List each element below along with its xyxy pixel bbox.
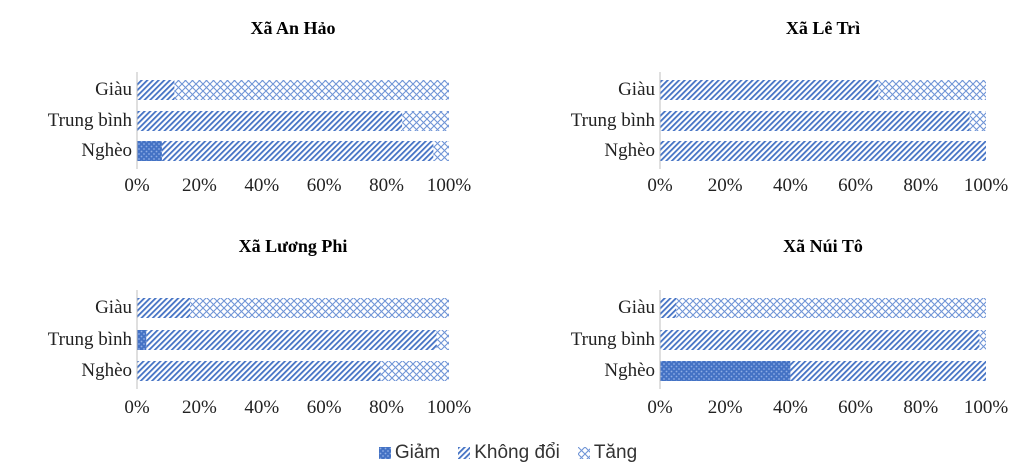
category-label-ngheo: Nghèo	[604, 360, 655, 381]
category-label-trung-binh: Trung bình	[571, 110, 656, 131]
category-label-trung-binh: Trung bình	[48, 329, 133, 350]
chart-panel-xa-an-hao: Xã An Hảo Giàu Trung bình Nghèo 0% 20% 40% 60% 8…	[48, 18, 472, 196]
bar-tang-giau	[190, 298, 450, 318]
tick-label: 100%	[964, 175, 1009, 196]
bar-tang-giau	[676, 298, 986, 318]
bar-tang-giau	[174, 80, 449, 100]
legend-item-khong-doi: Không đổi	[458, 442, 560, 464]
bar-giam-trung-binh	[137, 330, 147, 350]
legend-swatch-tang	[577, 447, 590, 459]
tick-label: 20%	[182, 175, 217, 196]
tick-label: 0%	[647, 175, 673, 196]
legend-swatch-khong-doi	[458, 447, 471, 459]
bar-khong-doi-trung-binh	[660, 111, 970, 131]
bar-tang-trung-binh	[969, 111, 986, 131]
bar-giam-ngheo	[660, 361, 791, 381]
bar-khong-doi-giau	[660, 80, 879, 100]
tick-label: 20%	[708, 175, 743, 196]
category-label-giau: Giàu	[95, 297, 132, 318]
bar-khong-doi-giau	[137, 298, 191, 318]
bar-khong-doi-trung-binh	[146, 330, 437, 350]
chart-title: Xã Núi Tô	[783, 236, 863, 256]
bar-khong-doi-trung-binh	[137, 111, 403, 131]
tick-label: 80%	[903, 397, 938, 418]
chart-legend: Giảm Không đổi Tăng	[0, 440, 1016, 466]
category-label-trung-binh: Trung bình	[48, 110, 133, 131]
category-label-giau: Giàu	[618, 79, 655, 100]
bar-tang-trung-binh	[402, 111, 449, 131]
tick-label: 20%	[708, 397, 743, 418]
tick-label: 60%	[838, 397, 873, 418]
tick-label: 40%	[244, 175, 279, 196]
chart-title: Xã Lương Phi	[239, 236, 348, 256]
chart-panel-xa-nui-to: Xã Núi Tô Giàu Trung bình Nghèo 0% 20% 40% 60% 8…	[571, 236, 1009, 418]
tick-label: 40%	[244, 397, 279, 418]
bar-tang-trung-binh	[436, 330, 449, 350]
legend-item-giam: Giảm	[378, 442, 441, 464]
tick-label: 0%	[124, 175, 150, 196]
tick-label: 100%	[427, 175, 472, 196]
legend-swatch-giam	[378, 447, 391, 459]
tick-label: 80%	[903, 175, 938, 196]
bar-khong-doi-ngheo	[660, 141, 986, 161]
category-label-trung-binh: Trung bình	[571, 329, 656, 350]
bar-khong-doi-giau	[137, 80, 175, 100]
legend-label-tang: Tăng	[593, 442, 638, 463]
legend-label-giam: Giảm	[394, 442, 441, 463]
tick-label: 60%	[838, 175, 873, 196]
tick-label: 80%	[369, 397, 404, 418]
chart-title: Xã Lê Trì	[786, 18, 860, 38]
tick-label: 60%	[307, 397, 342, 418]
tick-label: 40%	[773, 397, 808, 418]
legend-label-khong-doi: Không đổi	[474, 442, 560, 463]
bar-khong-doi-ngheo	[137, 361, 381, 381]
bar-khong-doi-ngheo	[790, 361, 986, 381]
tick-label: 60%	[307, 175, 342, 196]
category-label-giau: Giàu	[618, 297, 655, 318]
category-label-ngheo: Nghèo	[604, 140, 655, 161]
chart-panel-xa-luong-phi: Xã Lương Phi Giàu Trung bình Nghèo 0% 20% 40% 6…	[48, 236, 472, 418]
tick-label: 0%	[124, 397, 150, 418]
bar-tang-giau	[878, 80, 986, 100]
legend-item-tang: Tăng	[577, 442, 638, 464]
tick-label: 40%	[773, 175, 808, 196]
chart-title: Xã An Hảo	[250, 18, 335, 38]
category-label-giau: Giàu	[95, 79, 132, 100]
tick-label: 100%	[964, 397, 1009, 418]
tick-label: 0%	[647, 397, 673, 418]
chart-svg: Xã An Hảo Giàu Trung bình Nghèo 0% 20% 40% 60% 8…	[48, 18, 1009, 418]
bar-tang-ngheo	[380, 361, 449, 381]
category-label-ngheo: Nghèo	[81, 360, 132, 381]
tick-label: 80%	[369, 175, 404, 196]
bar-tang-trung-binh	[979, 330, 986, 350]
bar-khong-doi-giau	[660, 298, 677, 318]
tick-label: 20%	[182, 397, 217, 418]
bar-khong-doi-ngheo	[161, 141, 434, 161]
chart-panel-xa-le-tri: Xã Lê Trì Giàu Trung bình Nghèo 0% 20% 40% 60% 8…	[571, 18, 1009, 196]
bar-khong-doi-trung-binh	[660, 330, 980, 350]
bar-tang-ngheo	[433, 141, 449, 161]
category-label-ngheo: Nghèo	[81, 140, 132, 161]
bar-giam-ngheo	[137, 141, 162, 161]
tick-label: 100%	[427, 397, 472, 418]
